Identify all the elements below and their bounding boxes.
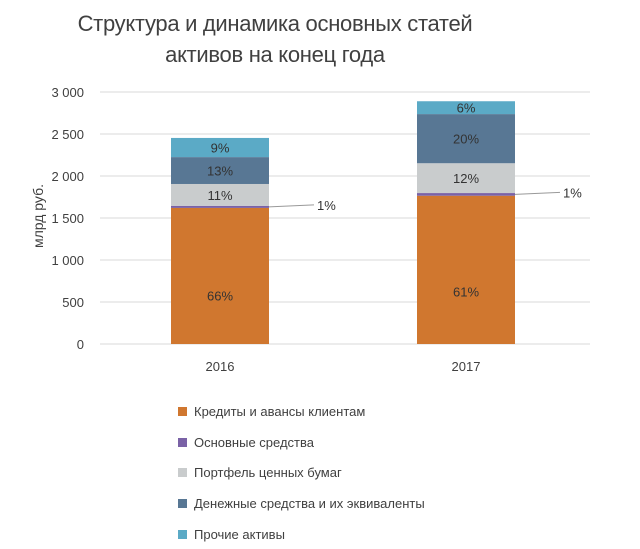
legend-label: Портфель ценных бумаг xyxy=(194,465,342,481)
bar-segment xyxy=(417,163,515,194)
y-tick-label: 3 000 xyxy=(51,85,84,100)
legend-swatch xyxy=(178,498,187,508)
bar-segment xyxy=(417,195,515,344)
legend-item: Кредиты и авансы клиентам xyxy=(178,396,425,427)
legend: Кредиты и авансы клиентам Основные средст… xyxy=(178,396,425,549)
y-tick-label: 2 000 xyxy=(51,169,84,184)
x-tick-label: 2017 xyxy=(452,359,481,374)
y-tick-label: 1 500 xyxy=(51,211,84,226)
title-line-1: Структура и динамика основных статей xyxy=(77,11,473,36)
legend-swatch xyxy=(178,468,187,478)
data-label: 61% xyxy=(453,285,479,300)
bar-segment xyxy=(171,183,269,206)
data-label: 11% xyxy=(207,188,232,203)
data-label: 1% xyxy=(317,198,336,213)
y-tick-label: 500 xyxy=(62,295,84,310)
bar-segment xyxy=(417,114,515,164)
data-label: 9% xyxy=(211,141,230,156)
data-label: 20% xyxy=(453,132,479,147)
legend-label: Прочие активы xyxy=(194,526,285,542)
legend-swatch xyxy=(178,529,187,539)
bar-segment xyxy=(417,101,515,115)
bar-segment xyxy=(171,137,269,158)
legend-item: Денежные средства и их эквиваленты xyxy=(178,488,425,519)
leader-line xyxy=(514,191,561,195)
bar-segment xyxy=(171,207,269,344)
plot-area: 0 500 1 000 1 500 2 000 2 500 3 000 66% 1% 11% 13%… xyxy=(51,85,590,374)
legend-swatch xyxy=(178,406,187,416)
title-line-2: активов на конец года xyxy=(165,42,385,67)
y-tick-label: 2 500 xyxy=(51,127,84,142)
data-label: 66% xyxy=(207,288,233,303)
legend-label: Кредиты и авансы клиентам xyxy=(194,403,366,419)
y-tick-label: 0 xyxy=(77,337,84,352)
legend-label: Денежные средства и их эквиваленты xyxy=(194,495,425,511)
data-label: 12% xyxy=(453,171,479,186)
data-label: 13% xyxy=(207,164,233,179)
leader-line xyxy=(268,204,315,208)
x-tick-label: 2016 xyxy=(206,359,235,374)
legend-item: Основные средства xyxy=(178,427,425,458)
legend-label: Основные средства xyxy=(194,434,314,450)
bar-segment xyxy=(171,205,269,208)
data-label: 6% xyxy=(457,101,476,116)
legend-item: Портфель ценных бумаг xyxy=(178,457,425,488)
y-tick-label: 1 000 xyxy=(51,253,84,268)
legend-swatch xyxy=(178,437,187,447)
data-label: 1% xyxy=(563,185,582,200)
bar-segment xyxy=(417,193,515,196)
bar-segment xyxy=(171,157,269,184)
legend-item: Прочие активы xyxy=(178,519,425,549)
chart-title: Структура и динамика основных статей акт… xyxy=(60,8,490,70)
